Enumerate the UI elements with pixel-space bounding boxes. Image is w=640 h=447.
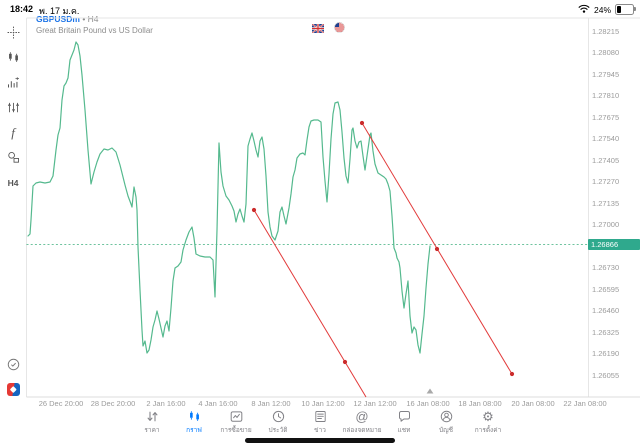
tab-bar: ราคา กราฟ การซื้อขาย ประวัติ ข่าว @ กล่องจดหมา… (0, 406, 640, 438)
indicators-bars-icon[interactable] (0, 70, 26, 95)
trendline-handle[interactable] (342, 359, 348, 365)
symbol-name[interactable]: GBPUSDm (36, 14, 80, 24)
status-bar: 18:42 พ. 17 ม.ค. 24% (0, 0, 640, 18)
currency-flags (311, 20, 345, 38)
tab-mailbox[interactable]: @ กล่องจดหมาย (341, 406, 383, 438)
tab-label: ข่าว (314, 427, 326, 434)
header-timeframe: H4 (87, 14, 99, 24)
trendline-handle[interactable] (359, 120, 365, 126)
crosshair-icon[interactable] (0, 20, 26, 45)
trade-icon (229, 408, 244, 424)
tab-label: แชท (397, 427, 411, 434)
mailbox-icon: @ (355, 408, 369, 424)
tab-chart[interactable]: กราฟ (173, 406, 215, 438)
broker-logo-icon[interactable] (0, 377, 26, 402)
wifi-icon (578, 4, 590, 15)
status-date: พ. 17 ม.ค. (39, 6, 80, 16)
chart-header: GBPUSDm • H4 Great Britain Pound vs US D… (36, 14, 153, 36)
tab-label: กราฟ (186, 427, 202, 434)
tab-label: กล่องจดหมาย (342, 427, 382, 434)
chat-icon (397, 408, 412, 424)
bottom-tools (0, 352, 26, 402)
account-icon (439, 408, 454, 424)
functions-icon[interactable]: f (11, 124, 15, 140)
tab-history[interactable]: ประวัติ (257, 406, 299, 438)
symbol-description: Great Britain Pound vs US Dollar (36, 26, 153, 36)
tab-label: การตั้งค่า (474, 427, 502, 434)
usd-flag-icon (334, 20, 345, 38)
timeframe-button[interactable]: H4 (7, 177, 19, 188)
trendline-handle[interactable] (251, 207, 257, 213)
settings-icon: ⚙ (482, 408, 494, 424)
home-indicator[interactable] (245, 438, 395, 443)
trendline-handle[interactable] (434, 246, 440, 252)
news-icon (313, 408, 328, 424)
clock-time: 18:42 (10, 4, 34, 14)
tab-label: บัญชี (438, 427, 454, 434)
tab-account[interactable]: บัญชี (425, 406, 467, 438)
chart-type-candles-icon[interactable] (0, 45, 26, 70)
history-icon (271, 408, 286, 424)
tab-news[interactable]: ข่าว (299, 406, 341, 438)
gbp-flag-icon (311, 20, 325, 38)
objects-sliders-icon[interactable] (0, 95, 26, 120)
chart-icon (187, 408, 202, 424)
tab-label: ประวัติ (268, 427, 288, 434)
tab-label: การซื้อขาย (220, 427, 252, 434)
trendline-1[interactable] (253, 209, 367, 398)
tab-trade[interactable]: การซื้อขาย (215, 406, 257, 438)
current-bar-marker (426, 388, 434, 394)
tab-chat[interactable]: แชท (383, 406, 425, 438)
battery-icon (615, 4, 636, 15)
tab-quotes[interactable]: ราคา (131, 406, 173, 438)
battery-percent: 24% (593, 4, 611, 15)
history-clock-icon[interactable] (0, 352, 26, 377)
trendline-handle[interactable] (509, 371, 515, 377)
tab-label: ราคา (144, 427, 160, 434)
price-line (27, 41, 431, 354)
quotes-icon (145, 408, 160, 424)
shapes-icon[interactable] (0, 145, 26, 170)
chart-toolbar: f H4 (0, 20, 26, 195)
tab-settings[interactable]: ⚙ การตั้งค่า (467, 406, 509, 438)
